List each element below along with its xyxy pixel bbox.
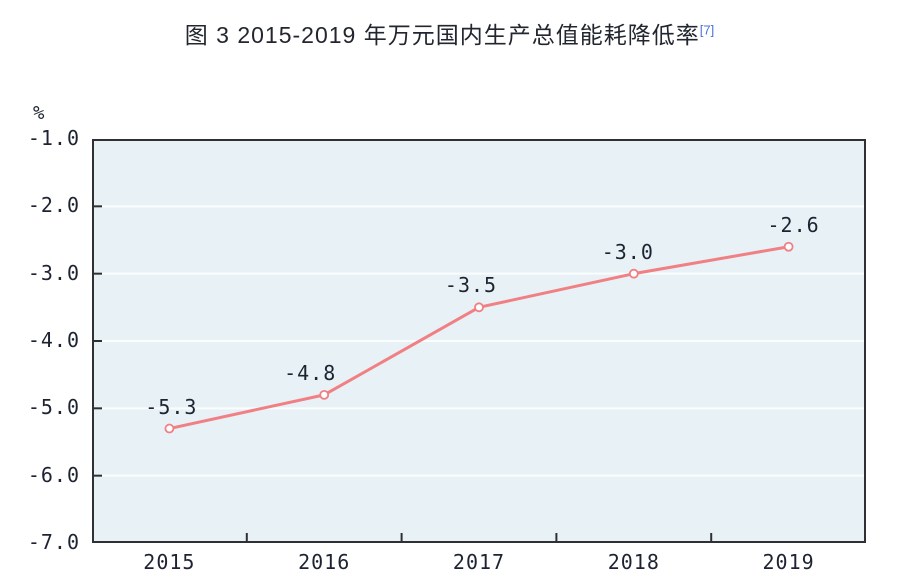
- x-axis-tick-label: 2017: [452, 550, 506, 574]
- y-axis-tick-label: -4.0: [27, 328, 80, 352]
- plot-border: [92, 139, 866, 543]
- data-point-label: -5.3: [145, 394, 198, 419]
- footnote-reference-link[interactable]: [7]: [699, 22, 715, 38]
- x-axis-tick-label: 2016: [298, 550, 351, 574]
- data-point-marker: [319, 389, 330, 400]
- x-axis-tick-label: 2019: [762, 550, 815, 574]
- data-point-label: -3.5: [444, 273, 498, 298]
- y-axis-tick-label: -3.0: [27, 260, 80, 285]
- x-axis-tick-label: 2015: [143, 550, 196, 574]
- data-point-marker: [628, 268, 639, 279]
- y-axis-tick-label: -2.0: [27, 193, 80, 218]
- data-point-marker: [164, 423, 175, 434]
- y-axis-tick-label: -7.0: [27, 530, 80, 554]
- figure-title: 图 3 2015-2019 年万元国内生产总值能耗降低率[7]: [0, 16, 899, 50]
- data-point-label: -2.6: [767, 212, 820, 237]
- line-chart: [92, 139, 866, 543]
- y-axis-tick-label: -5.0: [27, 395, 80, 420]
- y-axis-unit-label: %: [33, 102, 45, 124]
- data-point-label: -3.0: [601, 239, 654, 264]
- data-point-marker: [783, 241, 794, 252]
- data-point-marker: [474, 302, 484, 313]
- y-axis-tick-label: -1.0: [27, 126, 80, 150]
- x-axis-tick-label: 2018: [607, 550, 660, 574]
- figure-title-text: 图 3 2015-2019 年万元国内生产总值能耗降低率: [184, 22, 700, 48]
- data-point-label: -4.8: [284, 360, 337, 385]
- y-axis-tick-label: -6.0: [27, 462, 80, 487]
- plot-area: [92, 139, 866, 543]
